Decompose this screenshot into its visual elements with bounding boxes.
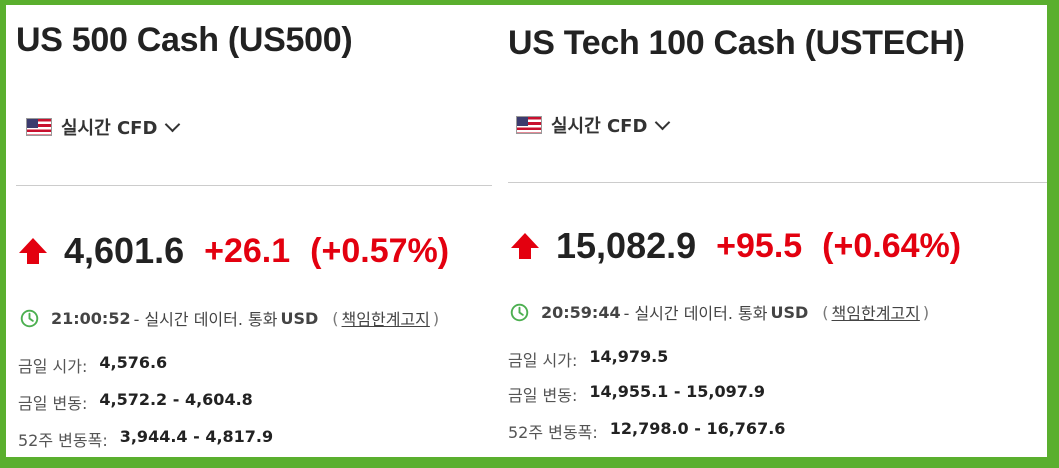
instrument-title: US 500 Cash (US500): [16, 21, 353, 59]
chevron-down-icon: [165, 116, 181, 132]
open-value: 14,979.5: [589, 347, 669, 366]
clock-icon: [510, 303, 529, 321]
update-time: 20:59:44: [541, 302, 621, 322]
open-label: 금일 시가:: [508, 351, 578, 370]
quote-panel-ustech: US Tech 100 Cash (USTECH) 실시간 CFD 15,082…: [502, 5, 1047, 457]
price-change: +26.1: [204, 231, 291, 270]
week52-value: 12,798.0 - 16,767.6: [609, 419, 786, 438]
currency: USD: [280, 308, 319, 328]
disclaimer-link[interactable]: 책임한계고지: [831, 304, 920, 323]
instrument-title: US Tech 100 Cash (USTECH): [508, 24, 965, 62]
open-row: 금일 시가: 4,576.6: [18, 353, 167, 377]
week52-value: 3,944.4 - 4,817.9: [119, 427, 274, 446]
currency: USD: [770, 302, 809, 322]
price-change-percent: (+0.57%): [310, 231, 450, 270]
market-label: 실시간 CFD: [551, 116, 648, 137]
price-change-percent: (+0.64%): [822, 226, 962, 265]
last-price: 4,601.6: [64, 230, 185, 271]
chevron-down-icon: [655, 114, 671, 130]
market-label: 실시간 CFD: [61, 118, 158, 139]
market-selector[interactable]: 실시간 CFD: [516, 112, 671, 138]
us-flag-icon: [26, 118, 52, 136]
day-range-row: 금일 변동: 4,572.2 - 4,604.8: [18, 390, 253, 414]
up-arrow-icon: [19, 238, 47, 264]
disclaimer-link[interactable]: 책임한계고지: [341, 310, 430, 329]
up-arrow-icon: [511, 233, 539, 259]
day-range-row: 금일 변동: 14,955.1 - 15,097.9: [508, 382, 765, 406]
week52-label: 52주 변동폭:: [18, 431, 108, 450]
day-range-label: 금일 변동:: [18, 394, 88, 413]
update-time: 21:00:52: [51, 308, 131, 328]
day-range-value: 14,955.1 - 15,097.9: [589, 382, 766, 401]
clock-icon: [20, 309, 39, 327]
day-range-label: 금일 변동:: [508, 386, 578, 405]
quote-panel-us500: US 500 Cash (US500) 실시간 CFD 4,601.6 +26.…: [6, 5, 502, 457]
realtime-note: - 실시간 데이터. 통화: [133, 310, 278, 329]
day-range-value: 4,572.2 - 4,604.8: [99, 390, 253, 409]
realtime-note: - 실시간 데이터. 통화: [623, 304, 768, 323]
week52-row: 52주 변동폭: 3,944.4 - 4,817.9: [18, 427, 273, 451]
divider: [16, 185, 492, 186]
open-row: 금일 시가: 14,979.5: [508, 347, 668, 371]
us-flag-icon: [516, 116, 542, 134]
market-selector[interactable]: 실시간 CFD: [26, 114, 181, 140]
week52-row: 52주 변동폭: 12,798.0 - 16,767.6: [508, 419, 785, 443]
week52-label: 52주 변동폭:: [508, 423, 598, 442]
last-price: 15,082.9: [556, 225, 697, 266]
open-label: 금일 시가:: [18, 357, 88, 376]
price-change: +95.5: [716, 226, 803, 265]
divider: [508, 182, 1047, 183]
open-value: 4,576.6: [99, 353, 168, 372]
